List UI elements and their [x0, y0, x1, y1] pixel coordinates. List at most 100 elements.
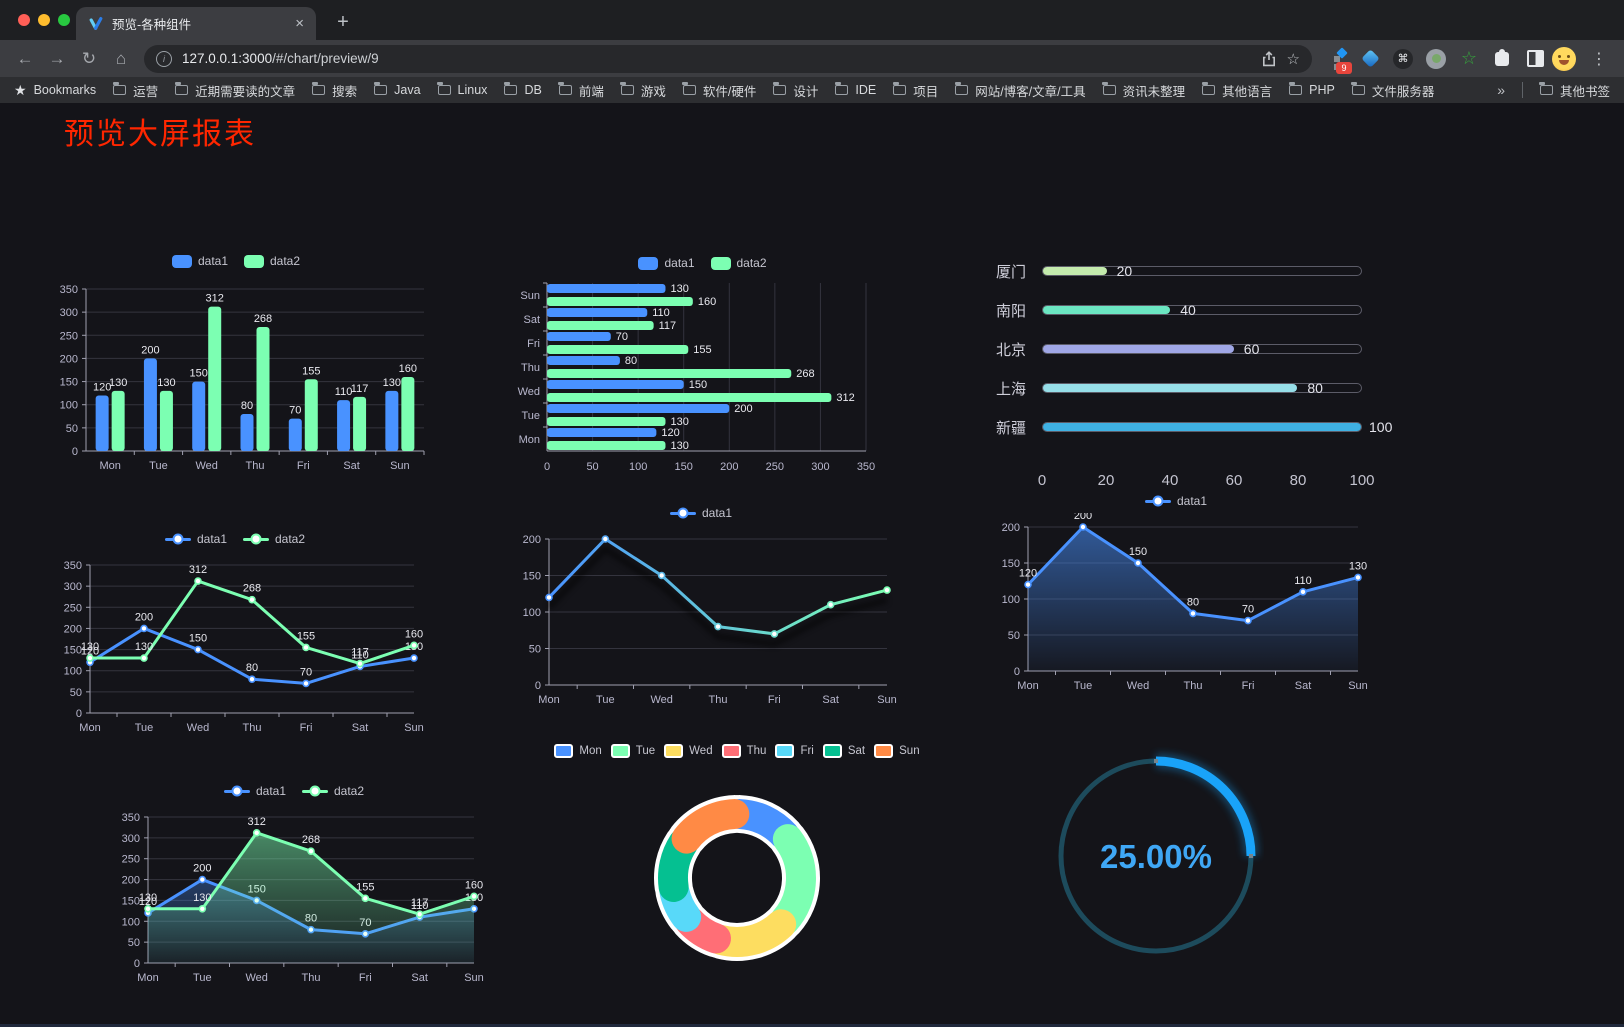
- bookmark-item-5[interactable]: Linux: [437, 81, 487, 97]
- browser-menu-icon[interactable]: ⋮: [1591, 50, 1607, 68]
- legend-item-Fri[interactable]: Fri: [775, 744, 814, 758]
- bookmark-item-15[interactable]: 其他语言: [1201, 81, 1272, 100]
- legend-item-data2[interactable]: data2: [710, 256, 767, 270]
- bookmark-item-16[interactable]: PHP: [1288, 81, 1335, 97]
- bookmark-item-8[interactable]: 游戏: [620, 81, 666, 100]
- bookmark-item-6[interactable]: DB: [503, 81, 542, 97]
- progress-row-南阳: 南阳 40: [996, 302, 1362, 320]
- profile-avatar[interactable]: [1552, 46, 1576, 71]
- legend-item-data2[interactable]: data2: [302, 784, 364, 798]
- svg-text:80: 80: [1187, 596, 1199, 608]
- extension-star-icon[interactable]: ☆: [1458, 48, 1480, 70]
- reload-button[interactable]: ↻: [81, 48, 97, 68]
- progress-row-上海: 上海 80: [996, 380, 1362, 398]
- svg-text:Sun: Sun: [390, 460, 410, 472]
- legend-item-data1[interactable]: data1: [638, 256, 695, 270]
- legend-item-data1[interactable]: data1: [669, 506, 732, 520]
- other-bookmarks[interactable]: 其他书签: [1539, 81, 1610, 100]
- extension-command-icon[interactable]: ⌘: [1392, 48, 1414, 70]
- bookmarks-overflow-button[interactable]: »: [1497, 82, 1505, 98]
- bookmark-item-14[interactable]: 资讯未整理: [1102, 81, 1185, 100]
- svg-text:Sun: Sun: [464, 972, 484, 984]
- svg-text:Wed: Wed: [196, 460, 218, 472]
- svg-text:117: 117: [351, 647, 369, 659]
- url-text[interactable]: 127.0.0.1:3000/#/chart/preview/9: [182, 51, 379, 66]
- bookmark-item-10[interactable]: 设计: [772, 81, 818, 100]
- other-bookmarks-label: 其他书签: [1559, 84, 1610, 99]
- legend-item-Wed[interactable]: Wed: [664, 744, 713, 758]
- svg-text:Tue: Tue: [1074, 680, 1093, 692]
- svg-text:0: 0: [134, 958, 140, 970]
- legend-item-Sun[interactable]: Sun: [874, 744, 920, 758]
- folder-icon: [1102, 81, 1116, 95]
- bookmark-item-4[interactable]: Java: [373, 81, 421, 97]
- chart-legend: data1: [984, 489, 1368, 513]
- bookmark-item-2[interactable]: 近期需要读的文章: [174, 81, 295, 100]
- tab-close-icon[interactable]: ×: [295, 15, 304, 32]
- bookmark-star-icon[interactable]: ☆: [1286, 50, 1300, 68]
- extension-record-icon[interactable]: [1425, 48, 1447, 70]
- bookmarks-bar: ★ Bookmarks 运营 近期需要读的文章 搜索 Java Linux DB 前端 游戏 软…: [0, 77, 1624, 103]
- bookmark-item-17[interactable]: 文件服务器: [1351, 81, 1434, 100]
- bookmarks-label: Bookmarks: [33, 83, 97, 97]
- extension-puzzle-icon[interactable]: [1491, 48, 1513, 70]
- legend-label: data1: [1176, 494, 1208, 508]
- bookmark-item-3[interactable]: 搜索: [311, 81, 357, 100]
- site-info-icon[interactable]: i: [156, 50, 172, 67]
- legend-label: Sat: [847, 745, 866, 757]
- bookmark-item-12[interactable]: 项目: [892, 81, 938, 100]
- extension-gem-icon[interactable]: [1359, 48, 1381, 70]
- forward-button[interactable]: →: [48, 48, 66, 68]
- zoom-window-button[interactable]: [58, 14, 70, 26]
- svg-text:Wed: Wed: [245, 972, 267, 984]
- browser-tab[interactable]: 预览-各种组件 ×: [76, 7, 316, 40]
- svg-text:Wed: Wed: [650, 694, 672, 706]
- bookmark-item-9[interactable]: 软件/硬件: [682, 81, 756, 100]
- svg-text:312: 312: [206, 293, 224, 305]
- extension-grid-icon[interactable]: 9: [1326, 46, 1352, 74]
- svg-text:Mon: Mon: [79, 722, 100, 734]
- folder-icon: [682, 81, 696, 95]
- back-button[interactable]: ←: [16, 48, 34, 68]
- legend-item-data1[interactable]: data1: [171, 254, 228, 268]
- legend-swatch-icon: [1144, 495, 1171, 507]
- svg-text:160: 160: [465, 879, 483, 891]
- svg-text:Mon: Mon: [538, 694, 559, 706]
- new-tab-button[interactable]: +: [337, 10, 349, 33]
- legend-item-Thu[interactable]: Thu: [721, 744, 766, 758]
- svg-text:200: 200: [135, 611, 153, 623]
- legend-label: Fri: [800, 745, 814, 757]
- svg-text:Sun: Sun: [877, 694, 897, 706]
- legend-item-data1[interactable]: data1: [1144, 494, 1208, 508]
- folder-icon: [373, 81, 388, 95]
- legend-item-Sat[interactable]: Sat: [822, 744, 866, 758]
- legend-item-Tue[interactable]: Tue: [610, 744, 655, 758]
- progress-track: 100: [1042, 419, 1392, 435]
- legend-item-data1[interactable]: data1: [223, 784, 286, 798]
- reading-list-icon[interactable]: [1524, 48, 1546, 70]
- legend-label: data1: [196, 532, 227, 546]
- minimize-window-button[interactable]: [38, 14, 50, 26]
- legend-item-Mon[interactable]: Mon: [554, 744, 602, 758]
- bookmark-item-13[interactable]: 网站/博客/文章/工具: [954, 81, 1086, 100]
- chart-legend: data1 data2: [104, 779, 484, 803]
- legend-item-data2[interactable]: data2: [243, 532, 305, 546]
- traffic-lights: [18, 14, 70, 26]
- bookmark-label: IDE: [855, 83, 877, 97]
- close-window-button[interactable]: [18, 14, 30, 26]
- svg-text:Mon: Mon: [1017, 680, 1038, 692]
- svg-text:120: 120: [93, 381, 111, 393]
- bookmarks-root[interactable]: ★ Bookmarks: [14, 82, 96, 99]
- bookmark-item-11[interactable]: IDE: [834, 81, 877, 97]
- bookmark-item-7[interactable]: 前端: [558, 81, 604, 100]
- bookmark-item-1[interactable]: 运营: [112, 81, 158, 100]
- home-button[interactable]: ⌂: [115, 48, 127, 68]
- address-bar[interactable]: i 127.0.0.1:3000/#/chart/preview/9 ☆: [144, 44, 1312, 73]
- folder-icon: [772, 81, 787, 95]
- legend-item-data2[interactable]: data2: [244, 254, 300, 268]
- share-icon[interactable]: [1261, 50, 1277, 67]
- svg-text:155: 155: [693, 344, 711, 356]
- legend-item-data1[interactable]: data1: [164, 532, 227, 546]
- bookmark-label: DB: [524, 83, 542, 97]
